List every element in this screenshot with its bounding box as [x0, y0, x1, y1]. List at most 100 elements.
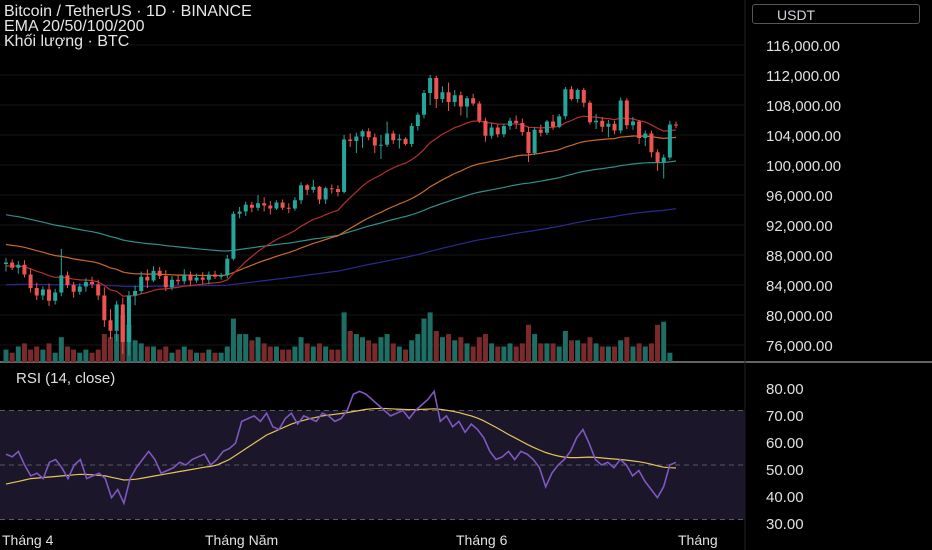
volume-bar [507, 343, 513, 362]
candle-body [139, 276, 144, 291]
volume-bar [304, 343, 310, 362]
volume-bar [151, 346, 157, 362]
candle-body [612, 123, 617, 131]
candle-body [40, 289, 45, 296]
volume-indicator-legend[interactable]: Khối lượng · BTC [4, 33, 130, 50]
volume-bar [21, 343, 27, 362]
volume-bar [482, 334, 488, 362]
quote-currency-button[interactable]: USDT [752, 4, 920, 24]
volume-bar [58, 337, 64, 362]
volume-bar [46, 343, 52, 362]
candle-body [262, 203, 267, 206]
price-tick-label: 96,000.00 [766, 188, 833, 205]
volume-bar [421, 318, 427, 362]
candle-body [624, 100, 629, 126]
candle-body [495, 127, 500, 135]
candle-body [10, 262, 15, 268]
candle-body [34, 288, 39, 296]
rsi-line [5, 389, 677, 506]
candle-body [305, 185, 310, 190]
volume-bar [550, 343, 556, 362]
candle-body [329, 188, 334, 190]
rsi-indicator-legend[interactable]: RSI (14, close) [16, 370, 116, 387]
volume-bar [255, 337, 261, 362]
candle-body [643, 133, 648, 138]
volume-bar [316, 343, 322, 362]
volume-bar [366, 340, 372, 362]
candle-body [630, 121, 635, 126]
candle-body [292, 200, 297, 209]
candle-body [237, 211, 242, 214]
volume-bar [569, 340, 575, 362]
volume-bar [15, 346, 21, 362]
volume-bar [194, 352, 200, 362]
volume-bar [280, 349, 286, 362]
candle-body [520, 123, 525, 132]
candle-body [157, 270, 162, 276]
volume-bar [3, 349, 9, 362]
candle-body [188, 274, 193, 281]
candle-body [538, 129, 543, 133]
candle-body [299, 185, 304, 201]
volume-bar [34, 346, 40, 362]
volume-bar [181, 346, 187, 362]
candle-body [256, 203, 261, 208]
rsi-tick-label: 40.00 [766, 489, 804, 506]
candle-body [16, 264, 21, 268]
candle-body [200, 277, 205, 280]
candle-body [581, 90, 586, 103]
volume-bar [200, 352, 206, 362]
ema200-line [5, 208, 677, 288]
candle-body [206, 274, 211, 280]
rsi-tick-label: 60.00 [766, 435, 804, 452]
volume-bar [372, 343, 378, 362]
candle-body [77, 286, 82, 292]
volume-bar [624, 337, 630, 362]
candle-body [674, 124, 678, 126]
price-tick-label: 116,000.00 [766, 38, 840, 55]
candle-body [133, 291, 138, 296]
volume-bar [562, 331, 568, 362]
volume-bar [458, 337, 464, 362]
volume-bar [519, 343, 525, 362]
candle-body [120, 304, 125, 342]
candle-body [606, 123, 611, 127]
candle-body [428, 78, 433, 93]
candle-body [452, 95, 457, 102]
candle-body [176, 279, 181, 282]
candle-body [4, 262, 8, 264]
volume-bar [329, 349, 335, 362]
ema-indicator-legend[interactable]: EMA 20/50/100/200 [4, 18, 145, 35]
volume-bar [378, 337, 384, 362]
symbol-title[interactable]: Bitcoin / TetherUS · 1D · BINANCE [4, 3, 252, 20]
volume-bar [452, 340, 458, 362]
price-tick-label: 80,000.00 [766, 308, 833, 325]
candle-body [434, 78, 439, 99]
candle-body [637, 121, 642, 138]
price-tick-label: 88,000.00 [766, 248, 833, 265]
volume-bar [298, 337, 304, 362]
candle-body [489, 127, 494, 136]
candle-body [575, 90, 580, 99]
candle-body [458, 95, 463, 107]
candle-body [569, 89, 574, 99]
candle-body [514, 120, 519, 123]
volume-bar [64, 346, 70, 362]
volume-bar [286, 349, 292, 362]
candle-body [59, 275, 64, 293]
rsi-tick-label: 30.00 [766, 516, 804, 533]
volume-bar [335, 349, 341, 362]
candle-body [563, 89, 568, 117]
volume-bar [273, 346, 279, 362]
volume-bar [575, 340, 581, 362]
volume-bar [525, 324, 531, 362]
candle-body [169, 279, 174, 288]
candle-body [397, 138, 402, 141]
volume-bar [501, 346, 507, 362]
volume-bar [138, 343, 144, 362]
volume-bar [618, 340, 624, 362]
candle-body [47, 289, 52, 301]
volume-bar [470, 346, 476, 362]
